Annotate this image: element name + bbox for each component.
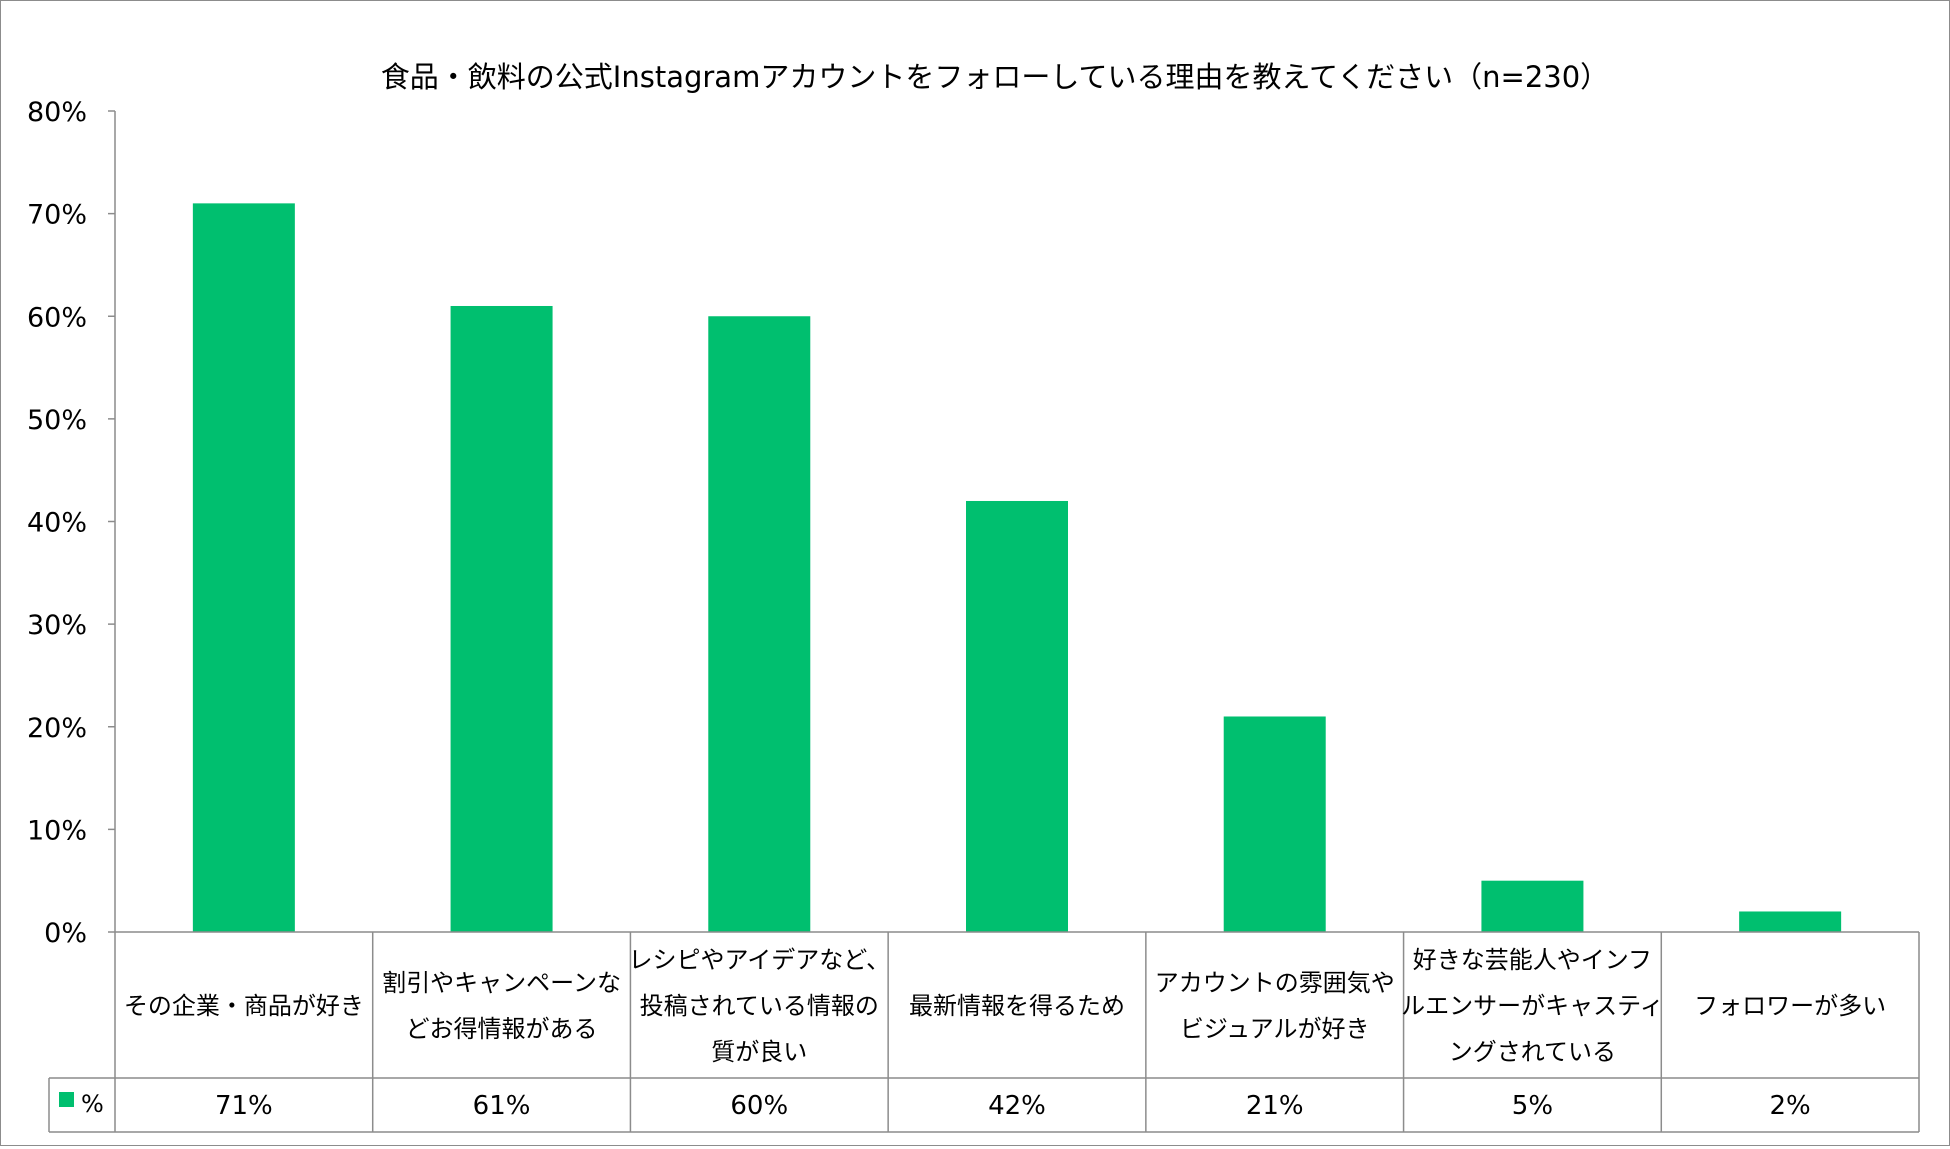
x-category-label-line: フォロワーが多い [1694,992,1886,1020]
data-value-label: 61% [473,1091,531,1121]
y-tick-label: 80% [27,97,87,128]
x-category-label: レシピやアイデアなど、投稿されている情報の質が良い [628,946,890,1066]
bar [1223,716,1326,932]
x-category-label: その企業・商品が好き [124,992,364,1020]
bars [192,203,1842,933]
bar [1739,911,1842,932]
data-value-label: 42% [988,1091,1046,1121]
bar [966,500,1068,932]
chart-title: 食品・飲料の公式Instagramアカウントをフォローしている理由を教えてくださ… [381,60,1609,94]
x-category-label-line: ングされている [1449,1038,1616,1066]
bar [1481,880,1584,932]
x-category-label-line: その企業・商品が好き [124,992,364,1020]
x-category-label-line: 最新情報を得るため [909,992,1125,1020]
y-tick-label: 60% [27,302,87,333]
y-tick-label: 40% [27,508,87,539]
bar [450,305,553,932]
x-category-label: フォロワーが多い [1694,992,1886,1020]
x-category-label-line: 投稿されている情報の [640,992,879,1020]
x-category-label: アカウントの雰囲気やビジュアルが好き [1155,969,1395,1043]
legend-color-swatch [59,1092,74,1107]
y-axis: 0% 10% 20% 30% 40% 50% 60% 70% 80% [27,97,116,949]
data-value-label: 5% [1512,1091,1553,1121]
bar [708,316,811,932]
x-category-label: 最新情報を得るため [909,992,1125,1020]
x-category-label-line: 割引やキャンペーンな [382,969,621,997]
y-tick-label: 0% [44,918,87,949]
x-category-label: 割引やキャンペーンなどお得情報がある [382,969,621,1043]
y-tick-label: 10% [27,815,87,846]
x-category-label-line: ビジュアルが好き [1180,1015,1370,1043]
data-value-label: 21% [1246,1091,1304,1121]
x-category-label: 好きな芸能人やインフルエンサーがキャスティングされている [1401,946,1664,1066]
x-category-label-line: アカウントの雰囲気や [1155,969,1395,997]
x-category-label-line: レシピやアイデアなど、 [628,946,890,974]
y-tick-label: 70% [27,200,87,231]
bar [192,203,295,933]
y-tick-label: 50% [27,405,87,436]
x-category-label-line: 好きな芸能人やインフ [1413,946,1652,974]
legend-series-name: % [81,1090,104,1118]
x-category-label-line: 質が良い [711,1038,807,1066]
data-value-label: 60% [730,1091,788,1121]
y-tick-label: 20% [27,713,87,744]
data-value-label: 2% [1770,1091,1811,1121]
y-tick-label: 30% [27,610,87,641]
data-table: その企業・商品が好き割引やキャンペーンなどお得情報があるレシピやアイデアなど、投… [48,931,1920,1133]
data-value-label: 71% [215,1091,273,1121]
x-category-label-line: どお得情報がある [406,1015,598,1043]
x-category-label-line: ルエンサーがキャスティ [1401,992,1664,1020]
